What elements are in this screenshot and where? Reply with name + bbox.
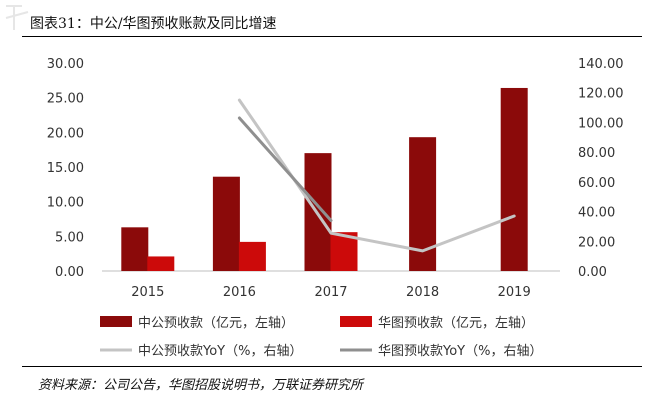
- x-tick-label: 2019: [498, 285, 531, 300]
- left-tick-label: 30.00: [47, 57, 84, 72]
- source-bar: 资料来源：公司公告，华图招股说明书，万联证券研究所: [22, 366, 642, 393]
- bar-1: [121, 227, 149, 271]
- figure-title: 图表31：中公/华图预收账款及同比增速: [30, 16, 277, 32]
- left-tick-label: 20.00: [47, 126, 84, 141]
- left-tick-label: 0.00: [55, 265, 84, 280]
- line-series-2: [237, 116, 333, 222]
- line-series-1: [237, 98, 516, 253]
- x-tick-label: 2017: [314, 285, 347, 300]
- legend-label: 华图预收款YoY（%，右轴）: [378, 344, 542, 359]
- right-tick-label: 40.00: [578, 206, 615, 221]
- chart: 0.00 5.00 10.00 15.00 20.00 25.00 30.00 0.00 20.…: [47, 57, 624, 359]
- left-tick-label: 5.00: [55, 230, 84, 245]
- legend-label: 中公预收款YoY（%，右轴）: [138, 344, 302, 359]
- right-tick-label: 120.00: [578, 87, 624, 102]
- right-tick-label: 60.00: [578, 176, 615, 191]
- x-tick-label: 2016: [223, 285, 256, 300]
- legend-label: 中公预收款（亿元，左轴）: [138, 316, 294, 331]
- right-tick-label: 0.00: [578, 265, 607, 280]
- bar-2: [238, 241, 266, 271]
- right-tick-label: 80.00: [578, 146, 615, 161]
- left-tick-label: 10.00: [47, 196, 84, 211]
- figure-title-bar: 图表31：中公/华图预收账款及同比增速: [22, 4, 642, 37]
- left-tick-label: 15.00: [47, 161, 84, 176]
- watermark-logo: [2, 0, 36, 34]
- bar-2: [147, 256, 175, 271]
- left-tick-label: 25.00: [47, 92, 84, 107]
- right-tick-label: 100.00: [578, 116, 624, 131]
- source-note: 资料来源：公司公告，华图招股说明书，万联证券研究所: [38, 378, 364, 393]
- legend-label: 华图预收款（亿元，左轴）: [378, 316, 534, 331]
- right-tick-label: 140.00: [578, 57, 624, 72]
- right-tick-label: 20.00: [578, 235, 615, 250]
- legend-swatch-bar: [100, 316, 132, 327]
- bar-1: [500, 87, 528, 272]
- x-tick-label: 2018: [406, 285, 439, 300]
- bar-1: [212, 176, 240, 271]
- legend-swatch-bar: [340, 316, 372, 327]
- x-tick-label: 2015: [131, 285, 164, 300]
